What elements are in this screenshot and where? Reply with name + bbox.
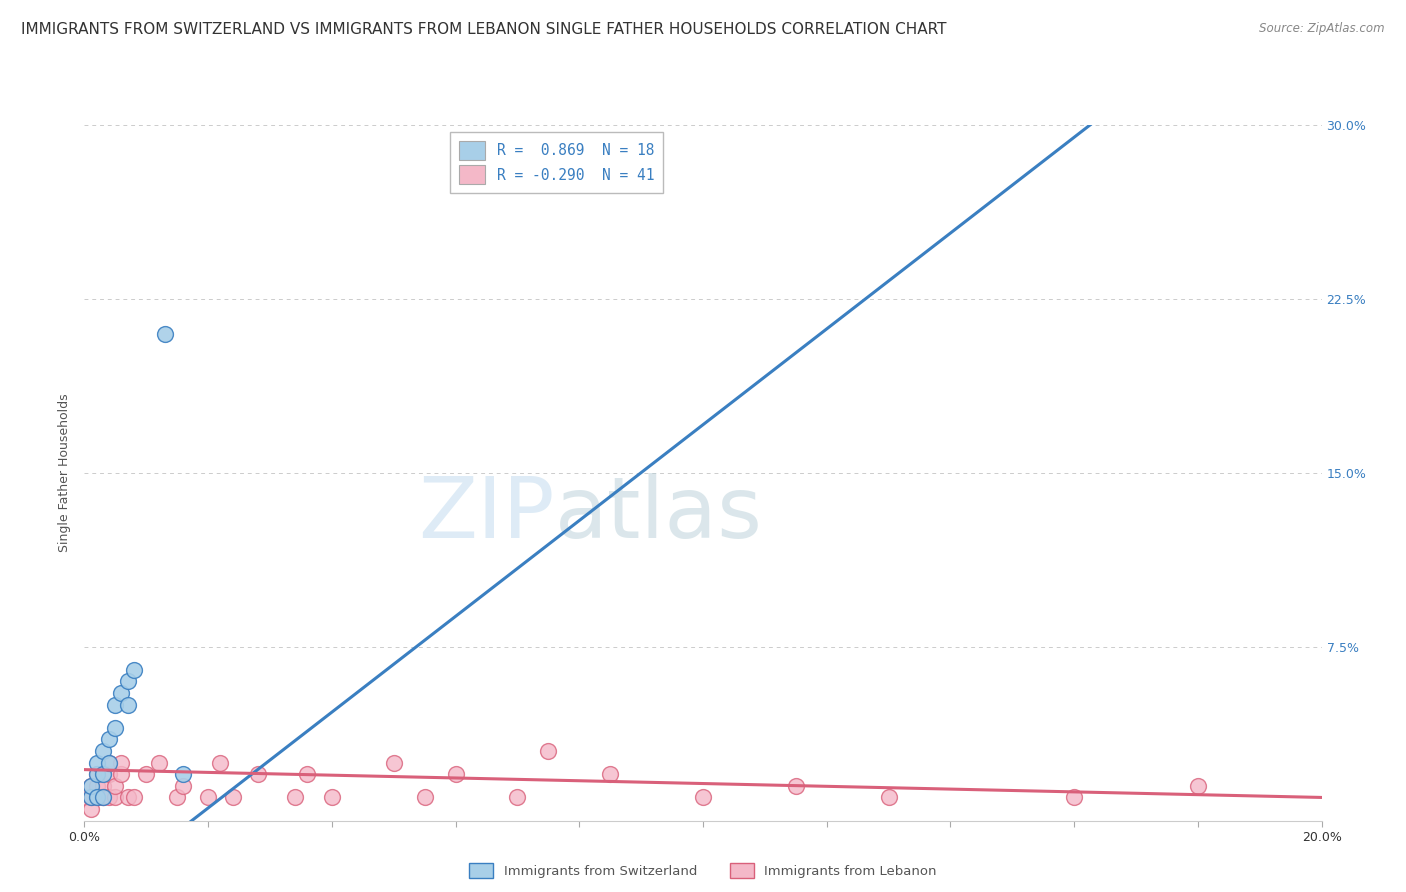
Legend: Immigrants from Switzerland, Immigrants from Lebanon: Immigrants from Switzerland, Immigrants … <box>464 858 942 884</box>
Point <box>104 721 127 735</box>
Point <box>117 674 139 689</box>
Y-axis label: Single Father Households: Single Father Households <box>58 393 72 552</box>
Point <box>86 767 108 781</box>
Point <box>321 790 343 805</box>
Point <box>91 767 114 781</box>
Point <box>79 790 101 805</box>
Point <box>382 756 405 770</box>
Point <box>98 756 121 770</box>
Point <box>86 779 108 793</box>
Point <box>122 663 145 677</box>
Point <box>98 732 121 747</box>
Point <box>98 767 121 781</box>
Point <box>79 802 101 816</box>
Point <box>91 744 114 758</box>
Point <box>104 790 127 805</box>
Point <box>110 767 132 781</box>
Point <box>104 779 127 793</box>
Point <box>148 756 170 770</box>
Point <box>537 744 560 758</box>
Point <box>91 790 114 805</box>
Point <box>246 767 269 781</box>
Point <box>117 698 139 712</box>
Point <box>172 779 194 793</box>
Point <box>785 779 807 793</box>
Point <box>86 790 108 805</box>
Point <box>73 790 96 805</box>
Point <box>110 686 132 700</box>
Point <box>506 790 529 805</box>
Point <box>284 790 307 805</box>
Point <box>153 326 176 341</box>
Point <box>1063 790 1085 805</box>
Text: ZIP: ZIP <box>418 473 554 556</box>
Point <box>104 698 127 712</box>
Point <box>135 767 157 781</box>
Text: IMMIGRANTS FROM SWITZERLAND VS IMMIGRANTS FROM LEBANON SINGLE FATHER HOUSEHOLDS : IMMIGRANTS FROM SWITZERLAND VS IMMIGRANT… <box>21 22 946 37</box>
Text: atlas: atlas <box>554 473 762 556</box>
Point <box>79 790 101 805</box>
Point <box>91 779 114 793</box>
Point <box>222 790 245 805</box>
Point <box>295 767 318 781</box>
Point <box>692 790 714 805</box>
Point <box>117 790 139 805</box>
Point <box>197 790 219 805</box>
Point <box>86 767 108 781</box>
Point <box>79 779 101 793</box>
Point <box>91 790 114 805</box>
Point <box>209 756 232 770</box>
Point <box>413 790 436 805</box>
Point <box>1187 779 1209 793</box>
Point <box>166 790 188 805</box>
Point <box>79 779 101 793</box>
Point <box>86 790 108 805</box>
Point <box>122 790 145 805</box>
Point <box>877 790 900 805</box>
Point <box>86 756 108 770</box>
Text: Source: ZipAtlas.com: Source: ZipAtlas.com <box>1260 22 1385 36</box>
Point <box>98 756 121 770</box>
Point <box>110 756 132 770</box>
Point <box>98 790 121 805</box>
Point <box>444 767 467 781</box>
Point <box>599 767 621 781</box>
Point <box>91 790 114 805</box>
Point <box>172 767 194 781</box>
